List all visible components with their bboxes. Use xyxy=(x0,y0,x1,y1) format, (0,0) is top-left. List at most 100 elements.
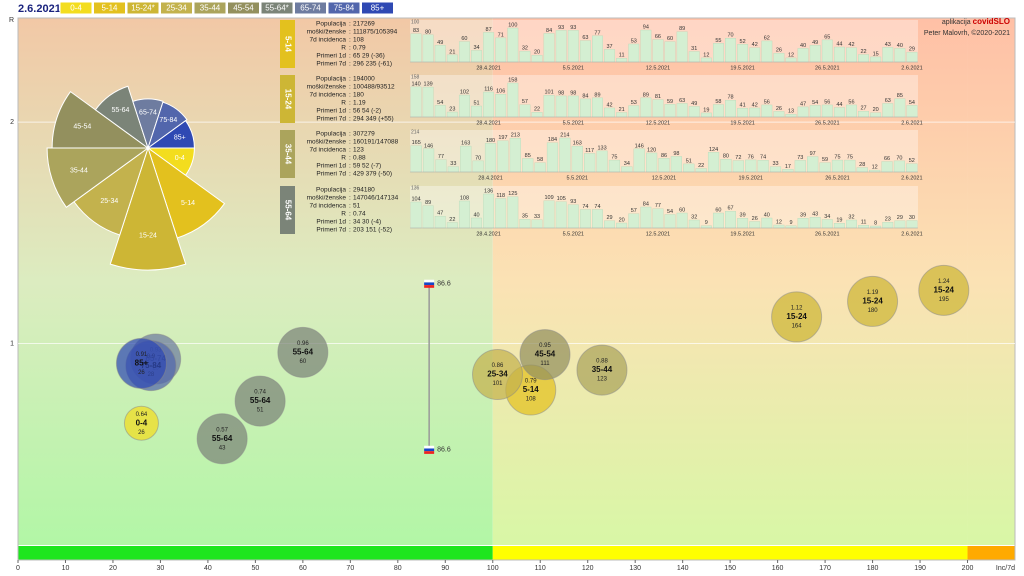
stat-value: 0.74 xyxy=(353,211,366,218)
bar-label: 102 xyxy=(460,90,469,96)
panel-max: 136 xyxy=(411,185,420,191)
bar-label: 23 xyxy=(885,217,891,223)
bubble-r: 0.79 xyxy=(525,379,537,385)
bubble-name: 5-14 xyxy=(523,385,540,394)
bar-label: 75 xyxy=(847,155,853,161)
stat-value: 160191/147088 xyxy=(353,139,399,146)
bar xyxy=(640,97,652,118)
rose-label: 5-14 xyxy=(181,200,195,207)
legend-button xyxy=(160,1,193,15)
bubble-r: 0.91 xyxy=(136,352,148,358)
bar xyxy=(519,50,531,63)
rose-label: 65-74 xyxy=(139,110,157,117)
bar-label: 33 xyxy=(534,214,540,220)
date-label: 28.4.2021 xyxy=(476,65,500,71)
bar-label: 163 xyxy=(573,141,582,147)
bubble-r: 0.86 xyxy=(492,363,504,369)
bar-label: 63 xyxy=(582,35,588,41)
y-axis-label: R xyxy=(9,17,14,24)
bar-label: 20 xyxy=(619,217,625,223)
stat-label: R xyxy=(341,211,346,218)
panel-chart-bg xyxy=(410,75,918,117)
bar xyxy=(688,219,700,229)
stat-value: 65 29 (-36) xyxy=(353,53,385,60)
stat-label: R xyxy=(341,100,346,107)
bubble-name: 0-4 xyxy=(136,418,148,427)
bar-label: 20 xyxy=(873,107,879,113)
bar xyxy=(894,98,906,118)
bar-label: 34 xyxy=(824,214,830,220)
bar xyxy=(906,163,918,173)
bar xyxy=(833,223,845,229)
bar xyxy=(893,160,906,173)
rose-label: 0-4 xyxy=(175,155,185,162)
bar-label: 13 xyxy=(788,109,794,115)
bar xyxy=(821,39,833,63)
bar-label: 22 xyxy=(698,163,704,169)
stat-colon: : xyxy=(349,131,351,138)
bubble-name: 55-64 xyxy=(250,396,271,405)
stat-label: R xyxy=(341,45,346,52)
bar xyxy=(422,148,435,173)
bar xyxy=(881,161,893,173)
bar xyxy=(616,222,628,229)
bubble xyxy=(277,326,329,378)
bar xyxy=(858,54,870,63)
bar xyxy=(604,107,616,118)
stat-colon: : xyxy=(349,37,351,44)
bar xyxy=(434,105,446,118)
date-label: 19.5.2021 xyxy=(738,175,762,181)
bar-label: 53 xyxy=(631,38,637,44)
bubble-name: 45-54 xyxy=(535,350,556,359)
bubble xyxy=(115,337,167,389)
rose-label: 75-84 xyxy=(159,117,177,124)
bar xyxy=(584,153,596,173)
panel-tag xyxy=(280,186,295,234)
bar-label: 54 xyxy=(812,100,818,106)
rose-wedge xyxy=(147,101,188,150)
bar-label: 26 xyxy=(752,216,758,222)
bar-label: 42 xyxy=(848,42,854,48)
bar xyxy=(495,93,507,118)
stat-label: Primeri 7d xyxy=(316,227,346,234)
zone-bar xyxy=(967,546,1015,560)
flag xyxy=(424,451,435,454)
bar-label: 118 xyxy=(496,193,505,199)
bar xyxy=(447,166,459,173)
bar xyxy=(712,43,724,63)
zone-bar xyxy=(18,546,493,560)
bar xyxy=(483,32,495,63)
bar-label: 44 xyxy=(836,102,842,108)
bar-label: 12 xyxy=(872,165,878,171)
bar xyxy=(773,52,785,63)
bar-label: 55 xyxy=(715,38,721,44)
slovenia-label: 86.6 xyxy=(437,447,451,454)
bar xyxy=(596,150,608,173)
stat-value: 429 379 (-50) xyxy=(353,171,392,178)
bubble xyxy=(771,291,823,343)
bar xyxy=(592,35,603,63)
bar-label: 32 xyxy=(691,214,697,220)
bar-label: 89 xyxy=(425,200,431,206)
bar-label: 21 xyxy=(449,49,455,55)
stat-value: 34 30 (-4) xyxy=(353,219,381,226)
bar xyxy=(749,107,761,118)
bar xyxy=(807,156,819,173)
bar-label: 52 xyxy=(909,158,915,164)
stat-colon: : xyxy=(349,211,351,218)
bar-label: 54 xyxy=(909,100,915,106)
bubble-incidence: 26 xyxy=(138,430,145,436)
bar xyxy=(543,200,555,229)
bar-label: 180 xyxy=(486,138,495,144)
bar-label: 125 xyxy=(508,191,517,197)
bar xyxy=(410,33,422,63)
bar-label: 11 xyxy=(861,220,867,226)
bubble-name: 15-24 xyxy=(934,285,955,294)
date-label: 5.5.2021 xyxy=(563,231,584,237)
bar xyxy=(695,168,707,173)
x-tick-label: 70 xyxy=(346,565,354,572)
bubble xyxy=(234,375,286,427)
bar-label: 58 xyxy=(537,157,543,163)
bar-label: 32 xyxy=(848,214,854,220)
